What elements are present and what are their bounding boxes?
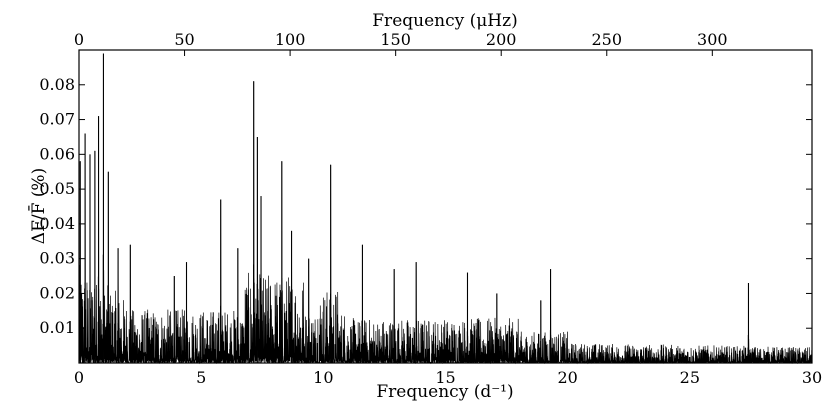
x2-tick-label-6: 300 — [697, 30, 728, 49]
x-tick-label-6: 30 — [802, 368, 822, 387]
y-tick-label-3: 0.04 — [39, 214, 75, 233]
y-tick-label-0: 0.01 — [39, 318, 75, 337]
x-tick-label-1: 5 — [196, 368, 206, 387]
labels-layer: 0 5 10 15 20 25 300 50 100 150 200 250 3000.010.020.… — [39, 30, 822, 387]
spectrum-line — [78, 53, 813, 365]
y-tick-label-7: 0.08 — [39, 75, 75, 94]
x2-tick-label-1: 50 — [174, 30, 194, 49]
y-tick-label-6: 0.07 — [39, 110, 75, 129]
y-tick-label-5: 0.06 — [39, 144, 75, 163]
x2-tick-label-0: 0 — [74, 30, 84, 49]
x-tick-label-5: 25 — [680, 368, 700, 387]
y-tick-label-1: 0.02 — [39, 283, 75, 302]
x-tick-label-4: 20 — [557, 368, 577, 387]
x-tick-label-0: 0 — [74, 368, 84, 387]
x-tick-label-2: 10 — [313, 368, 333, 387]
ticks-layer — [78, 50, 813, 363]
x-axis-title: Frequency (d⁻¹) — [376, 382, 513, 402]
x-tick-label-3: 15 — [435, 368, 455, 387]
x2-tick-label-4: 200 — [486, 30, 517, 49]
series-layer — [78, 53, 813, 365]
y-axis-title: ΔF/F̄ (%) — [27, 168, 49, 244]
y-tick-label-2: 0.03 — [39, 249, 75, 268]
x2-tick-label-5: 250 — [591, 30, 622, 49]
plot-frame — [78, 49, 813, 364]
x2-tick-label-3: 150 — [380, 30, 411, 49]
y-tick-label-4: 0.05 — [39, 179, 75, 198]
x2-tick-label-2: 100 — [275, 30, 306, 49]
x2-axis-title: Frequency (μHz) — [372, 11, 517, 31]
